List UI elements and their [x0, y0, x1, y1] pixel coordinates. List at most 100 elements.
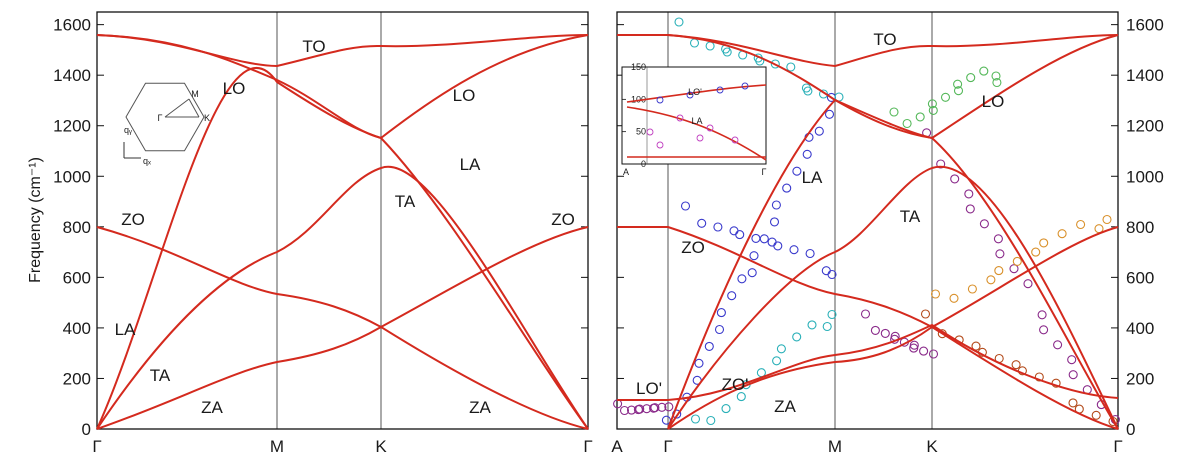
left-band-label-3: LA: [460, 155, 481, 174]
left-ytick-label-7: 1400: [53, 66, 91, 85]
left-frame: [96, 11, 589, 430]
bz-m-k-line: [188, 98, 200, 118]
right-ytick-label-7: 1400: [1126, 66, 1164, 85]
exp-point-la-19: [814, 126, 824, 136]
inset-band-lo-prime: [626, 84, 767, 103]
left-band-line-5: [96, 34, 589, 68]
left-band-label-8: TA: [150, 366, 171, 385]
exp-point-zo-g-5: [1012, 256, 1022, 266]
left-band-label-7: LA: [115, 320, 136, 339]
left-band-label-4: TA: [395, 192, 416, 211]
exp-point-la-20: [824, 109, 835, 119]
right-frame: [616, 11, 1119, 430]
exp-point-zo-g-3: [986, 275, 996, 285]
exp-point-zo-5: [751, 233, 761, 243]
inset-ytick-label-2: 100: [631, 94, 646, 104]
right-band-line-3: [617, 226, 1119, 329]
exp-point-ta-10: [822, 321, 832, 332]
left-ytick-label-8: 1600: [53, 16, 91, 35]
exp-point-lo-11: [803, 86, 813, 96]
exp-point-ta-6: [772, 356, 782, 366]
inset-exp-point-8: [731, 136, 739, 144]
left-xtick-label-3: Γ: [583, 437, 592, 456]
left-ytick-label-3: 600: [63, 268, 91, 287]
exp-point-la-k-2: [950, 174, 960, 184]
left-ylabel: Frequency (cm⁻¹): [27, 157, 44, 283]
left-xtick-label-1: M: [270, 437, 284, 456]
exp-point-zo-3: [729, 226, 739, 236]
exp-point-zo-0: [680, 201, 691, 211]
right-band-label-5: LO': [636, 379, 662, 398]
exp-point-la-k-5: [979, 219, 989, 229]
right-ytick-label-4: 800: [1126, 218, 1154, 237]
exp-point-ta-k-0: [860, 309, 871, 319]
left-band-line-3: [96, 226, 589, 329]
exp-point-ta-0: [690, 414, 701, 424]
bz-label-4: qₓ: [143, 156, 151, 166]
exp-point-za-g-3: [971, 341, 981, 351]
exp-point-zo-8: [789, 245, 799, 255]
exp-point-la-k-10: [1037, 310, 1047, 320]
exp-point-la-10: [747, 268, 757, 278]
left-band-label-1: LO: [223, 79, 246, 98]
inset-band-la: [626, 106, 767, 161]
exp-point-lo-k-3: [928, 105, 938, 115]
inset-xtick-label-1: Γ: [762, 167, 767, 177]
exp-point-la-k-14: [1068, 370, 1078, 380]
left-panel: 0 200 400 600 800 1000 1200 1400 1600 Γ M K Γ Frequen…: [27, 11, 593, 456]
left-ytick-label-4: 800: [63, 218, 91, 237]
right-band-label-2: LA: [802, 168, 823, 187]
exp-point-lo-k-0: [889, 107, 899, 117]
exp-point-zo-g-11: [1102, 214, 1112, 225]
right-ytick-label-5: 1000: [1126, 167, 1164, 186]
inset-exp-point-3: [741, 82, 749, 90]
exp-point-zo-11: [827, 269, 837, 280]
exp-point-ta-7: [776, 344, 786, 354]
exp-point-la-7: [716, 308, 726, 318]
left-band-label-5: ZO: [121, 210, 145, 229]
left-band-label-9: ZA: [201, 398, 223, 417]
exp-point-lo-1: [689, 38, 700, 48]
inset-ytick-label-1: 50: [636, 127, 646, 137]
right-xtick-label-1: Γ: [663, 437, 672, 456]
exp-point-lo-k-6: [953, 86, 964, 96]
left-xtick-label-0: Γ: [92, 437, 101, 456]
exp-point-la-k-7: [995, 249, 1005, 259]
right-ytick-label-1: 200: [1126, 369, 1154, 388]
right-ytick-label-2: 400: [1126, 319, 1154, 338]
exp-point-zo-g-6: [1031, 247, 1041, 257]
exp-point-lo-k-7: [953, 79, 963, 89]
bz-gamma-m-line: [164, 98, 190, 118]
inset-exp-point-4: [676, 114, 684, 122]
inset-exp-point-0: [656, 96, 664, 104]
exp-point-lo-prime-9: [664, 402, 674, 412]
inset-exp-point-9: [656, 141, 664, 149]
right-band-line-4: [617, 34, 1119, 140]
left-ytick-label-5: 1000: [53, 167, 91, 186]
right-band-line-0: [667, 98, 1119, 430]
bz-label-1: M: [191, 89, 199, 99]
inset-exp-point-2: [716, 86, 724, 94]
exp-point-zo-g-7: [1039, 238, 1049, 248]
left-band-label-10: ZA: [469, 398, 491, 417]
inset-exp-point-1: [686, 91, 694, 99]
exp-point-zo-g-2: [967, 284, 977, 294]
inset-band-label-0: LO': [688, 87, 702, 97]
left-band-label-6: ZO: [551, 210, 575, 229]
exp-point-zo-6: [767, 237, 777, 247]
exp-point-la-17: [802, 149, 812, 159]
exp-point-la-14: [771, 200, 781, 210]
exp-point-lo-k-4: [927, 99, 937, 109]
exp-point-la-4: [694, 358, 704, 368]
exp-point-la-k-3: [964, 189, 974, 199]
exp-point-lo-k-2: [915, 112, 925, 122]
exp-point-la-8: [727, 291, 737, 301]
right-ytick-label-8: 1600: [1126, 16, 1164, 35]
exp-point-za-g-10: [1068, 398, 1078, 408]
right-ytick-label-6: 1200: [1126, 117, 1164, 136]
exp-point-ta-8: [792, 332, 802, 342]
right-band-label-3: TA: [900, 207, 921, 226]
left-band-label-2: LO: [453, 86, 476, 105]
exp-point-lo-k-9: [979, 66, 989, 76]
exp-point-lo-prime-1: [619, 405, 630, 416]
